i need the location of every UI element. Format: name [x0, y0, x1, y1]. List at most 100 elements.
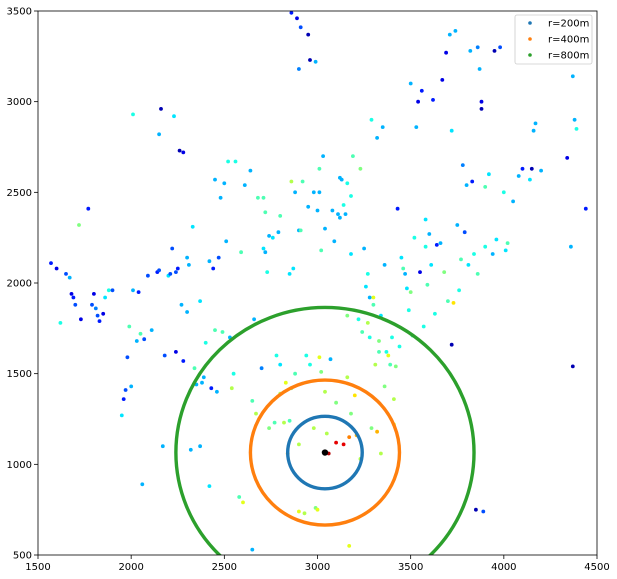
data-point	[306, 204, 311, 209]
data-point	[388, 362, 393, 367]
data-point	[442, 270, 447, 274]
data-point	[365, 272, 370, 276]
data-point	[276, 230, 281, 235]
data-point	[300, 179, 305, 184]
data-point	[291, 266, 296, 271]
radius-circle-200	[285, 414, 364, 491]
data-point	[323, 389, 327, 394]
data-point	[213, 177, 217, 182]
data-point	[267, 234, 271, 238]
data-point	[375, 429, 379, 434]
data-point	[511, 199, 515, 204]
y-tick-label: 2500	[7, 188, 32, 199]
data-point	[218, 195, 223, 200]
legend-box	[514, 14, 593, 65]
data-point	[399, 255, 404, 260]
data-point	[282, 420, 286, 425]
data-point	[179, 302, 184, 307]
data-point	[201, 375, 206, 380]
data-point	[386, 353, 391, 358]
data-point	[472, 252, 476, 256]
data-point	[317, 166, 322, 171]
data-point	[397, 344, 402, 349]
data-point	[362, 246, 366, 251]
data-point	[459, 257, 463, 262]
data-point	[447, 32, 452, 37]
data-point	[185, 255, 190, 260]
data-point	[207, 484, 212, 488]
data-point	[174, 350, 178, 354]
data-point	[298, 228, 303, 233]
data-point	[106, 288, 111, 293]
y-tick-label: 2000	[7, 279, 32, 290]
data-point	[433, 311, 437, 316]
data-point	[347, 435, 352, 439]
y-tick-label: 1000	[7, 460, 32, 471]
data-point	[313, 59, 318, 64]
data-point	[252, 317, 256, 322]
data-point	[157, 268, 162, 273]
data-point	[483, 185, 488, 189]
data-point	[237, 495, 242, 499]
data-point	[265, 270, 270, 274]
data-point	[216, 255, 221, 260]
data-point	[254, 411, 258, 416]
data-point	[375, 136, 379, 140]
x-tick-label: 4000	[491, 562, 516, 573]
data-point	[119, 413, 124, 418]
data-point	[451, 301, 456, 305]
data-point	[569, 244, 573, 249]
data-point	[369, 117, 374, 122]
data-point	[242, 183, 247, 188]
data-point	[453, 29, 458, 33]
data-point	[250, 399, 255, 403]
data-point	[293, 371, 297, 376]
data-point	[475, 45, 480, 50]
data-point	[306, 32, 311, 37]
data-point	[349, 194, 353, 198]
data-point	[213, 328, 217, 332]
data-point	[224, 239, 229, 244]
data-point	[334, 440, 338, 445]
data-point	[347, 544, 352, 548]
data-point	[336, 212, 340, 217]
data-point	[379, 451, 383, 456]
data-point	[345, 181, 350, 186]
data-point	[315, 208, 320, 213]
data-point	[477, 67, 482, 71]
data-point	[256, 195, 260, 200]
data-point	[474, 507, 478, 512]
data-point	[414, 125, 419, 129]
data-point	[97, 319, 102, 323]
legend-marker	[528, 53, 532, 57]
data-point	[494, 237, 499, 242]
data-point	[95, 313, 100, 318]
data-point	[198, 444, 203, 449]
data-point	[170, 246, 175, 251]
data-point	[241, 500, 245, 505]
data-point	[319, 248, 324, 253]
data-point	[358, 166, 363, 171]
data-point	[174, 270, 178, 274]
x-tick-label: 1500	[25, 562, 50, 573]
data-point	[365, 321, 370, 325]
data-point	[356, 317, 361, 322]
data-point	[371, 302, 376, 307]
data-point	[58, 321, 63, 325]
center-marker	[321, 449, 329, 456]
data-point	[440, 78, 445, 82]
data-point	[520, 166, 525, 171]
data-point	[317, 355, 322, 360]
data-point	[304, 353, 309, 358]
data-point	[341, 442, 346, 447]
data-point	[539, 168, 543, 173]
data-point	[203, 340, 208, 345]
data-point	[334, 400, 338, 405]
data-point	[360, 330, 365, 334]
data-point	[367, 295, 372, 300]
data-point	[131, 112, 135, 117]
data-point	[332, 239, 337, 244]
data-point	[261, 246, 266, 251]
data-point	[229, 386, 234, 391]
